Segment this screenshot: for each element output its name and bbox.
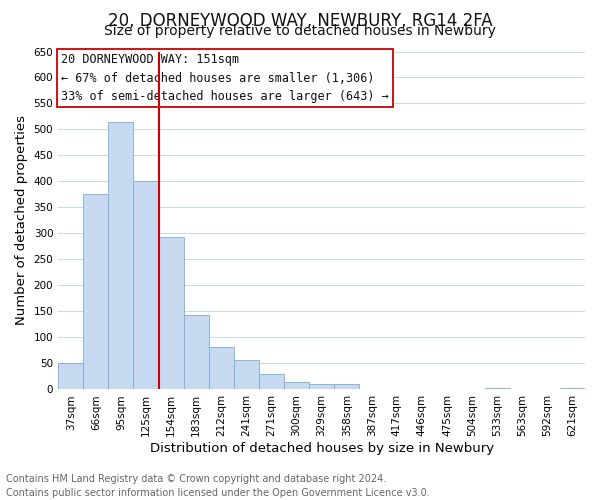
Bar xyxy=(234,360,259,390)
Bar xyxy=(109,122,133,390)
Bar xyxy=(133,182,158,390)
Bar xyxy=(259,374,284,390)
Bar xyxy=(309,384,334,390)
Bar xyxy=(158,237,184,390)
Bar xyxy=(83,194,109,390)
Text: Contains HM Land Registry data © Crown copyright and database right 2024.
Contai: Contains HM Land Registry data © Crown c… xyxy=(6,474,430,498)
Bar xyxy=(284,382,309,390)
Bar xyxy=(184,314,209,390)
Text: 20, DORNEYWOOD WAY, NEWBURY, RG14 2FA: 20, DORNEYWOOD WAY, NEWBURY, RG14 2FA xyxy=(107,12,493,30)
Y-axis label: Number of detached properties: Number of detached properties xyxy=(15,116,28,326)
Bar xyxy=(560,388,585,390)
X-axis label: Distribution of detached houses by size in Newbury: Distribution of detached houses by size … xyxy=(149,442,494,455)
Bar xyxy=(209,347,234,390)
Bar xyxy=(334,384,359,390)
Text: 20 DORNEYWOOD WAY: 151sqm
← 67% of detached houses are smaller (1,306)
33% of se: 20 DORNEYWOOD WAY: 151sqm ← 67% of detac… xyxy=(61,53,388,103)
Text: Size of property relative to detached houses in Newbury: Size of property relative to detached ho… xyxy=(104,24,496,38)
Bar xyxy=(485,388,510,390)
Bar xyxy=(58,363,83,390)
